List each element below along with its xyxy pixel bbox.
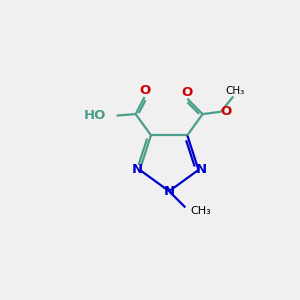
Text: O: O: [140, 84, 151, 97]
Text: N: N: [132, 163, 143, 176]
Text: N: N: [195, 163, 206, 176]
Text: O: O: [220, 105, 232, 118]
Text: CH₃: CH₃: [225, 86, 244, 96]
Text: HO: HO: [84, 109, 106, 122]
Text: CH₃: CH₃: [190, 206, 212, 216]
Text: O: O: [182, 86, 193, 99]
Text: N: N: [164, 185, 175, 198]
